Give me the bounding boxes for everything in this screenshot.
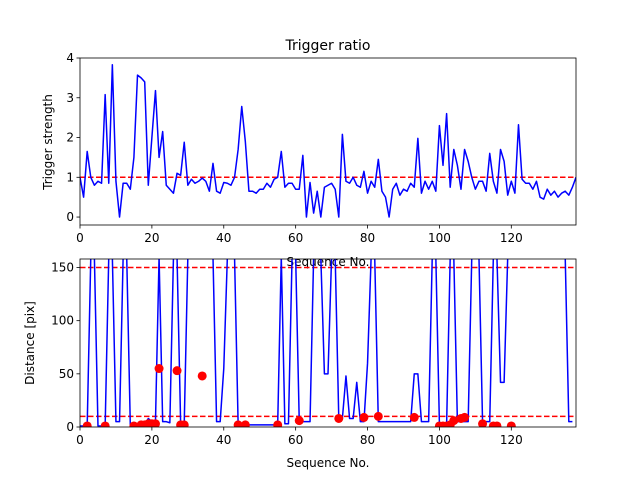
bottom-marker-point [478, 419, 488, 427]
top-x-tick-label: 20 [144, 231, 159, 245]
bottom-marker-point [409, 412, 419, 422]
top-plot-area: 0 20 40 60 80 100 120 0 1 2 3 4 [66, 51, 577, 245]
top-chart-title: Trigger ratio [284, 38, 370, 54]
top-x-tick-label: 0 [76, 231, 84, 245]
top-y-tick-label: 1 [66, 170, 74, 184]
top-x-tick-label: 120 [500, 231, 523, 245]
bottom-subplot: Distance [pix] Sequence No. 0 20 40 60 80 100… [23, 258, 577, 470]
bottom-marker-point [129, 421, 139, 427]
bottom-x-tick-label: 60 [288, 433, 303, 447]
bottom-marker-point [294, 416, 304, 426]
bottom-x-tick-label: 100 [428, 433, 451, 447]
bottom-marker-point [172, 366, 182, 376]
top-x-axis-label: Sequence No. [287, 255, 370, 269]
bottom-y-tick-label: 100 [51, 314, 74, 328]
bottom-x-tick-label: 0 [76, 433, 84, 447]
bottom-marker-point [449, 416, 459, 426]
top-x-tick-label: 80 [360, 231, 375, 245]
bottom-marker-point [492, 421, 502, 427]
top-y-tick-label: 2 [66, 131, 74, 145]
bottom-marker-point [82, 421, 92, 427]
bottom-y-axis-label: Distance [pix] [23, 301, 37, 385]
bottom-plot-area: 0 20 40 60 80 100 120 0 50 100 150 [51, 258, 577, 447]
bottom-marker-point [373, 411, 383, 421]
top-x-tick-label: 100 [428, 231, 451, 245]
top-y-tick-label: 4 [66, 51, 74, 65]
bottom-x-tick-label: 80 [360, 433, 375, 447]
top-y-axis-label: Trigger strength [41, 94, 55, 191]
bottom-axes-frame [79, 258, 577, 428]
bottom-marker-point [240, 420, 250, 427]
top-y-tick-label: 0 [66, 210, 74, 224]
bottom-x-axis-label: Sequence No. [287, 456, 370, 470]
top-x-tick-label: 40 [216, 231, 231, 245]
top-series-line [80, 64, 576, 218]
bottom-marker-point [506, 421, 516, 427]
bottom-marker-point [100, 421, 110, 427]
bottom-marker-point [197, 371, 207, 381]
bottom-y-tick-label: 0 [66, 420, 74, 434]
bottom-marker-point [359, 412, 369, 422]
bottom-marker-point [150, 419, 160, 427]
bottom-marker-point [273, 420, 283, 427]
bottom-marker-point [334, 413, 344, 423]
bottom-y-tick-label: 150 [51, 261, 74, 275]
top-axes-frame [79, 57, 577, 226]
top-x-tick-label: 60 [288, 231, 303, 245]
bottom-marker-point [460, 412, 470, 422]
bottom-x-tick-label: 40 [216, 433, 231, 447]
bottom-x-tick-label: 20 [144, 433, 159, 447]
bottom-marker-point [154, 364, 164, 374]
bottom-x-tick-label: 120 [500, 433, 523, 447]
top-subplot: Trigger ratio Trigger strength Sequence … [41, 38, 577, 269]
bottom-y-tick-label: 50 [59, 367, 74, 381]
top-y-tick-label: 3 [66, 91, 74, 105]
bottom-series-line [80, 259, 573, 427]
bottom-marker-point [179, 420, 189, 427]
bottom-marker-point [233, 420, 243, 427]
